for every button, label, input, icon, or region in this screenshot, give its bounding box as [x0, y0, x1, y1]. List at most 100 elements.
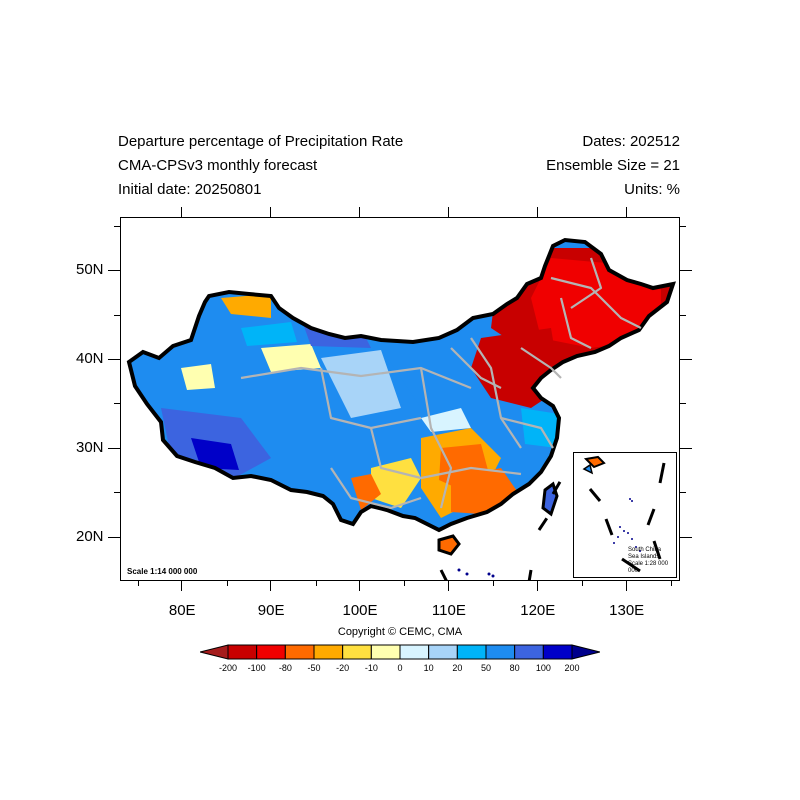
map-scale-note: Scale 1:14 000 000	[127, 567, 198, 576]
lon-minor-tick	[493, 581, 495, 586]
lon-minor-tick	[582, 581, 584, 586]
anomaly-region	[221, 294, 271, 318]
lon-tick	[625, 207, 627, 217]
province-boundary	[520, 347, 562, 379]
province-boundary	[319, 367, 422, 430]
lat-tick	[108, 270, 120, 272]
lat-tick	[108, 359, 120, 361]
lon-tick-label: 90E	[257, 602, 285, 619]
colorbar-label: 10	[423, 663, 434, 673]
lon-tick	[270, 581, 272, 591]
lat-tick-label: 50N	[76, 261, 104, 279]
colorbar-label: 20	[452, 663, 463, 673]
colorbar-high-triangle	[571, 644, 600, 660]
lat-tick-label: 40N	[76, 350, 104, 368]
province-boundary	[450, 347, 502, 389]
lon-tick	[270, 207, 272, 217]
colorbar-label: -80	[278, 663, 292, 673]
lat-tick	[680, 536, 692, 538]
model-subtitle: CMA-CPSv3 monthly forecast	[118, 157, 318, 174]
province-boundary	[470, 337, 522, 449]
colorbar-swatch	[342, 644, 372, 660]
anomaly-region	[301, 318, 371, 348]
lon-tick	[359, 581, 360, 591]
anomaly-region	[371, 458, 421, 508]
colorbar-swatch	[313, 644, 344, 660]
anomaly-region	[381, 338, 471, 408]
lon-tick-label: 100E	[342, 602, 378, 619]
colorbar-swatch	[284, 644, 315, 660]
lat-minor-tick	[114, 492, 120, 494]
nine-dash-line	[439, 479, 563, 580]
colorbar-swatch	[428, 644, 458, 660]
units-label: Units: %	[624, 181, 680, 198]
lon-minor-tick	[671, 581, 673, 586]
anomaly-region	[321, 350, 401, 418]
lat-minor-tick	[114, 225, 120, 227]
province-boundary	[550, 276, 642, 329]
colorbar-label: -50	[307, 663, 321, 673]
colorbar-low-triangle	[200, 644, 229, 660]
lon-minor-tick	[404, 581, 406, 586]
colorbar-swatch	[514, 644, 544, 660]
colorbar-label: 80	[509, 663, 520, 673]
colorbar-label: -100	[247, 663, 266, 673]
copyright-notice: Copyright © CEMC, CMA	[337, 626, 463, 638]
lon-tick-label: 110E	[431, 602, 466, 619]
colorbar-label: 0	[397, 663, 403, 673]
lat-minor-tick	[680, 314, 686, 316]
lon-minor-tick	[315, 581, 317, 586]
colorbar-label: 100	[535, 663, 551, 673]
lon-tick-label: 120E	[520, 602, 556, 619]
lat-tick	[108, 447, 120, 449]
colorbar-label: -200	[218, 663, 238, 673]
province-boundary	[570, 257, 603, 309]
colorbar-swatch	[542, 644, 573, 660]
colorbar-label: -10	[364, 663, 378, 673]
lat-tick	[108, 536, 120, 538]
anomaly-region	[181, 364, 215, 390]
colorbar-swatch	[227, 644, 258, 660]
lon-minor-tick	[226, 581, 228, 586]
hainan-island	[437, 534, 461, 556]
ensemble-size: Ensemble Size = 21	[546, 157, 680, 174]
colorbar-swatch	[370, 644, 401, 660]
lon-tick	[447, 581, 449, 591]
colorbar-label: 200	[564, 663, 580, 673]
colorbar-swatch	[399, 644, 430, 660]
lon-tick	[181, 207, 183, 217]
lon-tick	[447, 207, 449, 217]
province-boundary	[330, 467, 422, 510]
sea-dots	[457, 568, 495, 578]
lon-tick-label: 80E	[168, 602, 196, 619]
initial-date: Initial date: 20250801	[118, 181, 262, 198]
anomaly-region	[191, 438, 239, 470]
south-china-sea-inset: South China Sea Islands Scale 1:28 000 0…	[573, 452, 677, 578]
lon-tick	[359, 207, 360, 217]
anomaly-region	[261, 344, 321, 372]
lon-tick	[181, 581, 183, 591]
colorbar	[200, 644, 600, 660]
lon-tick	[536, 581, 538, 591]
map-title: Departure percentage of Precipitation Ra…	[118, 133, 404, 150]
lat-tick	[680, 270, 692, 272]
map-panel: Scale 1:14 000 000 South China Sea Islan…	[120, 217, 680, 581]
colorbar-swatch	[456, 644, 487, 660]
province-boundary	[559, 297, 592, 349]
lat-minor-tick	[680, 403, 686, 405]
inset-label: South China Sea Islands Scale 1:28 000 0…	[628, 547, 669, 574]
lat-tick	[680, 447, 692, 449]
colorbar-swatch	[256, 644, 286, 660]
province-boundary	[369, 427, 522, 480]
lat-minor-tick	[114, 403, 120, 405]
lat-tick	[680, 359, 692, 361]
colorbar-label: -20	[336, 663, 350, 673]
lat-minor-tick	[680, 492, 686, 494]
lat-minor-tick	[114, 314, 120, 316]
lon-minor-tick	[137, 581, 139, 586]
province-boundary	[240, 366, 472, 390]
anomaly-region	[241, 322, 297, 346]
lon-tick	[625, 581, 627, 591]
province-boundary	[500, 416, 554, 449]
colorbar-swatch	[485, 644, 516, 660]
